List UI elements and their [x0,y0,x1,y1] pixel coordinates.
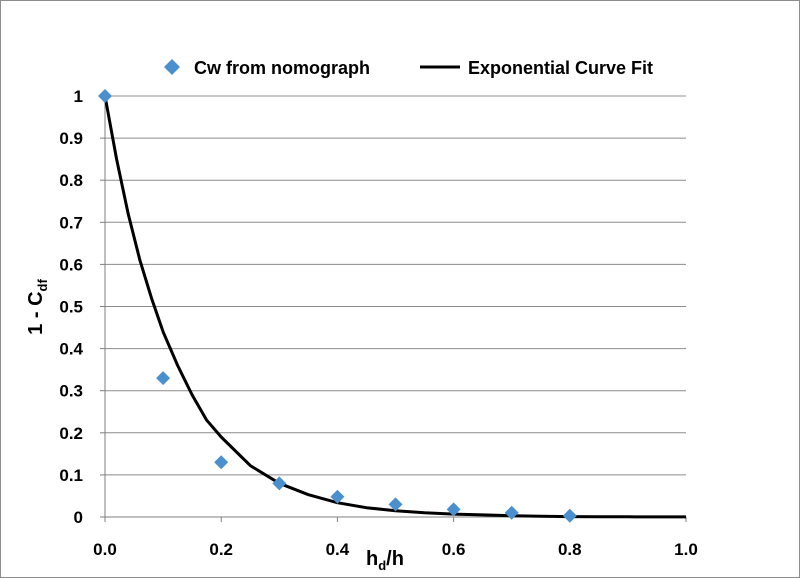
nomograph-point [446,502,461,517]
x-tick-label: 0.4 [326,540,350,559]
x-axis-title: hd/h [366,548,404,573]
nomograph-point [562,508,577,523]
axis-ticks: 0 0.1 0.2 0.3 0.4 0.5 0.6 0.7 0.8 0.9 1 0.0 0.2 0.4 0.… [59,87,697,559]
y-tick-label: 0.5 [59,298,83,317]
y-tick-label: 0.6 [59,255,83,274]
y-tick-label: 0.2 [59,424,83,443]
y-tick-label: 0.9 [59,129,83,148]
x-tick-label: 0.0 [93,540,117,559]
x-tick-label: 1.0 [674,540,698,559]
nomograph-point [330,489,345,504]
nomograph-point [98,89,112,103]
y-tick-label: 0.4 [59,340,83,359]
legend-marker-nomograph [164,59,180,75]
y-tick-label: 0 [74,508,83,527]
legend-label-nomograph: Cw from nomograph [194,58,370,78]
x-axis-title-sub: d [378,558,386,573]
x-tick-label: 0.6 [442,540,466,559]
y-tick-label: 0.7 [59,213,83,232]
gridlines [105,95,686,476]
legend: Cw from nomograph Exponential Curve Fit [164,58,653,78]
y-tick-label: 0.8 [59,171,83,190]
x-tick-label: 0.2 [209,540,233,559]
nomograph-point [214,455,229,470]
nomograph-point [272,476,287,491]
nomograph-point [156,371,171,386]
nomograph-point [388,497,403,512]
y-tick-label: 1 [74,87,83,106]
x-tick-label: 0.8 [558,540,582,559]
x-axis-title-main: h [366,548,378,570]
y-axis-title-sub: df [35,279,50,292]
y-tick-label: 0.1 [59,466,83,485]
y-tick-label: 0.3 [59,382,83,401]
y-axis-title: 1 - Cdf [25,279,50,335]
series [98,89,686,523]
y-axis-title-main: 1 - C [25,291,47,334]
nomograph-point [504,505,519,520]
legend-label-curve-fit: Exponential Curve Fit [468,58,653,78]
x-axis-title-tail: /h [386,548,404,570]
